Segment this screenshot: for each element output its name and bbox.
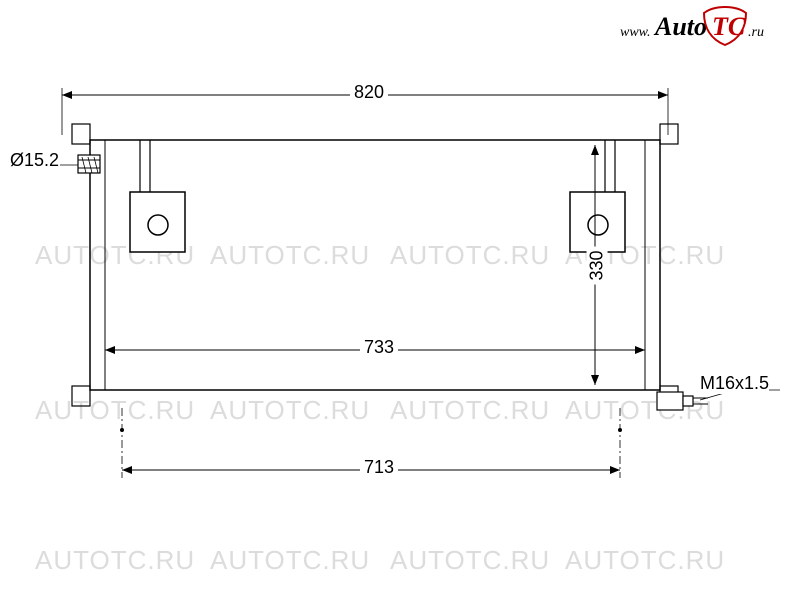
drawing-svg [0,0,800,600]
dim-diameter: Ø15.2 [10,150,59,171]
dim-bottom-width: 713 [360,457,398,478]
drawing-canvas: AUTOTC.RU AUTOTC.RU AUTOTC.RU AUTOTC.RU … [0,0,800,600]
logo-prefix: www. [620,25,650,41]
dim-thread: M16x1.5 [700,373,769,394]
logo-shield-icon [700,5,750,47]
dim-top-width: 820 [350,82,388,103]
dim-mid-width: 733 [360,337,398,358]
logo-suffix: .ru [748,25,764,41]
dim-height: 330 [587,246,608,284]
